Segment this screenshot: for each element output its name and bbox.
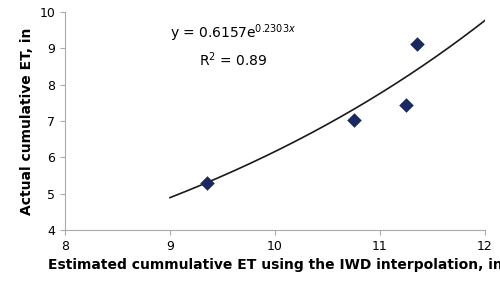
Point [350,118,358,123]
Y-axis label: Actual cumulative ET, in: Actual cumulative ET, in [20,27,34,215]
Point [413,42,421,46]
Point [203,181,211,185]
X-axis label: Estimated cummulative ET using the IWD interpolation, in: Estimated cummulative ET using the IWD i… [48,258,500,272]
Text: y = 0.6157e$^{0.2303x}$: y = 0.6157e$^{0.2303x}$ [170,23,296,45]
Point [402,102,410,107]
Text: R$^{2}$ = 0.89: R$^{2}$ = 0.89 [199,50,267,69]
